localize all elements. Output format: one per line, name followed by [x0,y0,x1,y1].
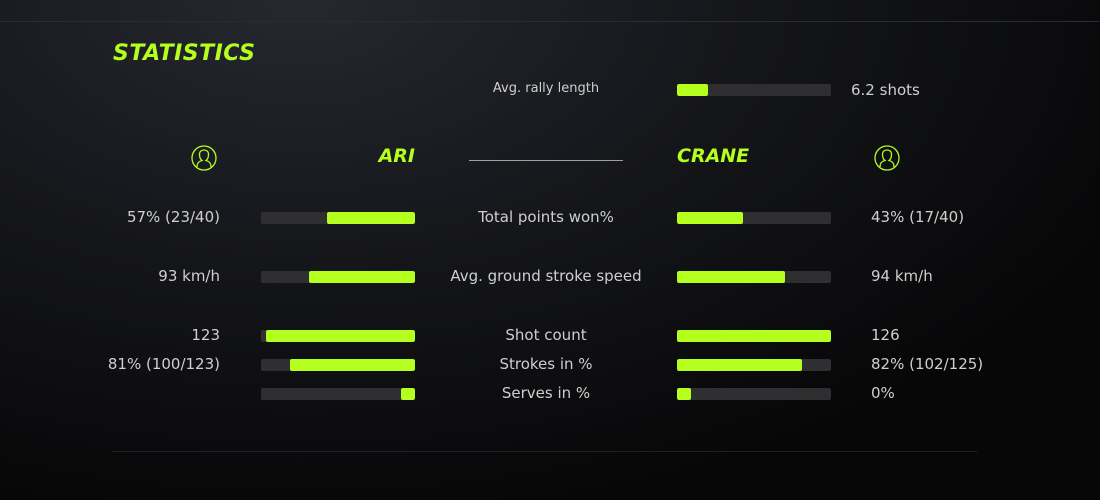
right-stat-bar-fill [677,271,785,283]
stat-label: Strokes in % [499,355,593,373]
right-stat-bar [677,271,831,283]
rally-bar-fill [677,84,708,96]
right-stat-bar [677,212,831,224]
rally-value: 6.2 shots [851,81,920,99]
left-stat-value: 57% (23/40) [126,208,220,226]
left-stat-value: 93 km/h [158,267,220,285]
right-player-name: CRANE [677,145,750,167]
right-stat-bar-fill [677,388,691,400]
right-stat-value: 94 km/h [871,267,933,285]
right-stat-bar-fill [677,330,831,342]
right-stat-bar [677,359,831,371]
rally-bar [677,84,831,96]
left-stat-bar-fill [265,330,415,342]
right-stat-bar-fill [677,212,744,224]
left-stat-bar [261,212,415,224]
right-stat-value: 0% [871,384,895,402]
rally-label: Avg. rally length [492,81,600,96]
left-stat-bar [261,330,415,342]
stat-label: Shot count [505,326,587,344]
right-stat-value: 82% (102/125) [871,355,984,373]
left-player-name: ARI [378,145,415,167]
right-stat-bar [677,388,831,400]
left-stat-value: 81% (100/123) [107,355,220,373]
stat-label: Serves in % [501,384,591,402]
stat-label: Avg. ground stroke speed [450,267,642,285]
bottom-divider [112,451,977,452]
user-circle-icon [874,145,900,171]
right-stat-value: 126 [871,326,900,344]
user-circle-icon [191,145,217,171]
right-stat-bar-fill [677,359,802,371]
left-stat-value: 123 [191,326,220,344]
left-stat-bar-fill [401,388,415,400]
left-stat-bar-fill [308,271,415,283]
left-stat-bar [261,388,415,400]
left-stat-bar [261,271,415,283]
left-stat-bar-fill [327,212,415,224]
right-stat-bar [677,330,831,342]
top-divider [0,21,1100,22]
page-title: STATISTICS [113,41,256,66]
right-stat-value: 43% (17/40) [871,208,965,226]
header-divider [469,160,623,161]
left-stat-bar [261,359,415,371]
stat-label: Total points won% [478,208,614,226]
left-stat-bar-fill [290,359,415,371]
